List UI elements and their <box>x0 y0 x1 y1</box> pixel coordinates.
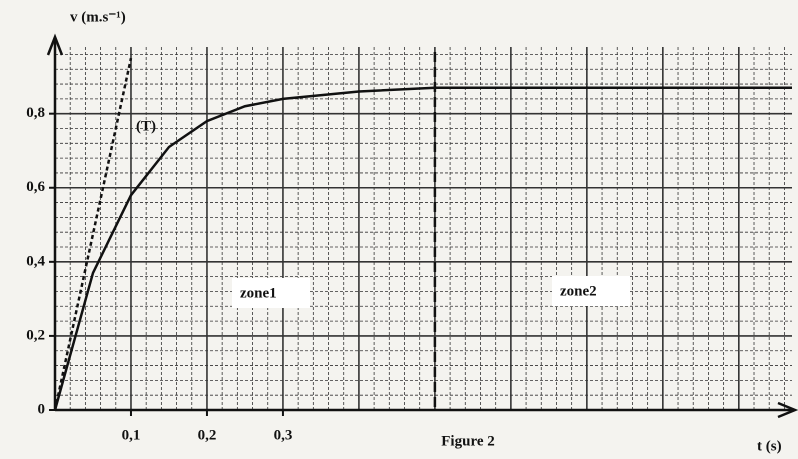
zone-label-box <box>232 278 310 308</box>
y-axis-label: v (m.s⁻¹) <box>70 9 126 25</box>
zone-label-box <box>552 276 630 306</box>
y-tick-label: 0,2 <box>26 327 45 343</box>
y-tick-label: 0,8 <box>26 105 45 121</box>
zone-label: zone1 <box>240 285 277 301</box>
tangent-line <box>53 57 133 411</box>
x-tick-label: 0,3 <box>274 427 293 443</box>
x-tick-label: 0,1 <box>122 427 141 443</box>
y-axis-arrow <box>46 33 64 56</box>
y-tick-label: 0 <box>38 401 46 417</box>
velocity-curve <box>53 86 792 411</box>
y-tick-label: 0,6 <box>26 179 45 195</box>
zone-label: zone2 <box>560 283 597 299</box>
x-tick-label: 0,2 <box>198 427 217 443</box>
x-axis-label: t (s) <box>757 438 782 454</box>
x-axis-arrow <box>777 401 798 419</box>
marks <box>53 52 792 411</box>
grid <box>55 47 792 410</box>
y-tick-label: 0,4 <box>26 253 45 269</box>
caption: Figure 2 <box>441 433 494 449</box>
tangent-label: (T) <box>136 118 156 134</box>
